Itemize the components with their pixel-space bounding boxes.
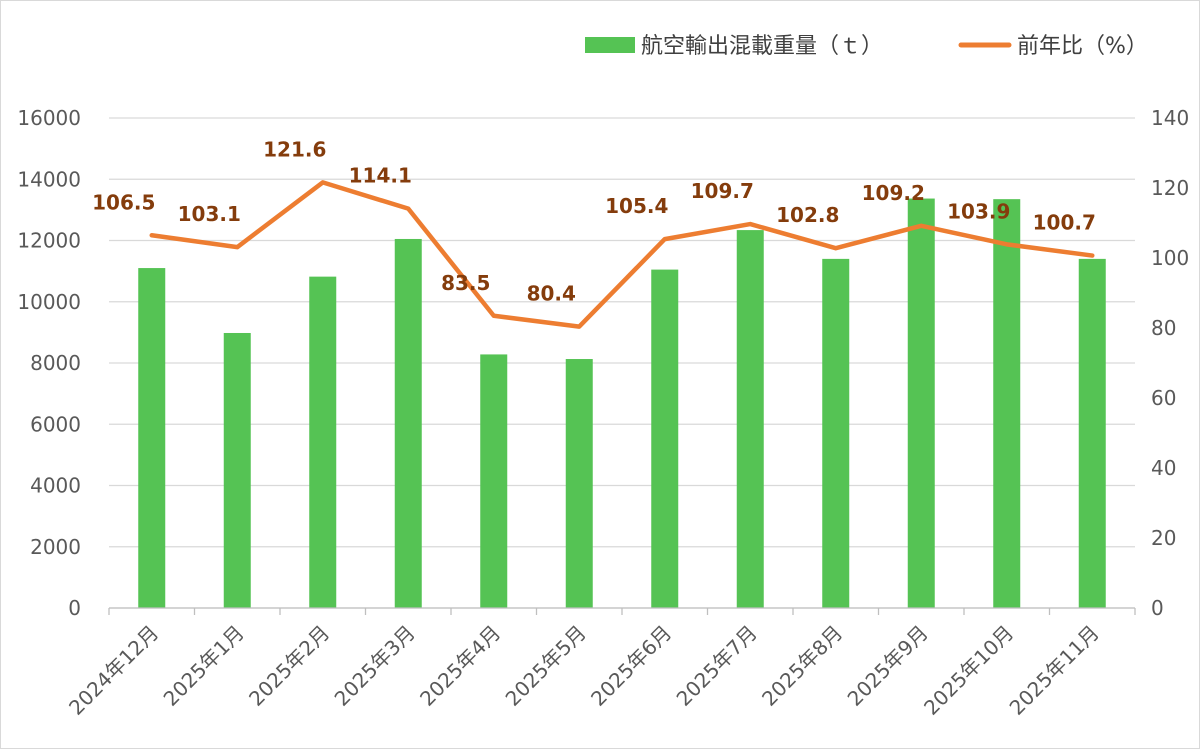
bar [309, 276, 337, 608]
x-tick-label: 2025年4月 [415, 621, 505, 711]
data-label: 102.8 [776, 203, 839, 227]
x-tick-label: 2025年11月 [1005, 621, 1104, 720]
data-label: 80.4 [527, 282, 576, 306]
bar [993, 199, 1021, 608]
data-label: 105.4 [605, 194, 668, 218]
bar [1078, 258, 1106, 608]
y-left-tick-label: 10000 [17, 290, 81, 314]
x-axis: 2024年12月2025年1月2025年2月2025年3月2025年4月2025… [64, 607, 1136, 720]
y-right-tick-label: 40 [1151, 456, 1176, 480]
y-left-tick-label: 14000 [17, 167, 81, 191]
gridlines [109, 117, 1135, 609]
y-left-tick-label: 16000 [17, 106, 81, 130]
x-tick-label: 2025年8月 [757, 621, 847, 711]
bar [394, 238, 422, 608]
bar [480, 354, 508, 608]
x-tick-label: 2025年3月 [330, 621, 420, 711]
data-label: 103.1 [178, 202, 241, 226]
x-tick-label: 2025年5月 [501, 621, 591, 711]
legend-swatch-bar [585, 37, 635, 53]
x-tick-label: 2025年1月 [159, 621, 249, 711]
legend-label-line: 前年比（%） [1017, 34, 1148, 59]
y-left-tick-label: 8000 [30, 351, 81, 375]
data-label: 109.2 [862, 181, 925, 205]
data-label: 83.5 [441, 271, 490, 295]
bar [736, 230, 764, 608]
y-left-tick-label: 2000 [30, 535, 81, 559]
bar [565, 359, 593, 608]
y-right-tick-label: 120 [1151, 176, 1189, 200]
x-tick-label: 2025年6月 [586, 621, 676, 711]
x-tick-label: 2025年2月 [244, 621, 334, 711]
y-left-tick-label: 4000 [30, 474, 81, 498]
data-labels: 106.5 103.1 121.6 114.1 83.5 80.4 105.4 109.7 10… [92, 137, 1096, 305]
bar [651, 269, 679, 608]
y-axis-right: 0 20 40 60 80 100 120 140 [1151, 106, 1189, 620]
data-label: 106.5 [92, 190, 155, 214]
series-line [149, 180, 1095, 329]
line-series [149, 180, 1095, 329]
y-axis-left: 0 2000 4000 6000 8000 10000 12000 14000 16000 [17, 106, 81, 620]
y-right-tick-label: 60 [1151, 386, 1176, 410]
x-tick-label: 2025年9月 [843, 621, 933, 711]
x-tick-label: 2025年7月 [672, 621, 762, 711]
y-right-tick-label: 80 [1151, 316, 1176, 340]
x-tick-label: 2025年10月 [919, 621, 1018, 720]
bar-series [138, 198, 1106, 608]
bar [907, 198, 935, 608]
y-left-tick-label: 0 [68, 596, 81, 620]
bar [138, 268, 166, 608]
bar [223, 332, 251, 608]
legend-label-bar: 航空輸出混載重量（ｔ） [641, 34, 883, 59]
legend: 航空輸出混載重量（ｔ） 前年比（%） [585, 34, 1148, 59]
data-label: 103.9 [947, 199, 1010, 223]
bar [822, 258, 850, 608]
y-left-tick-label: 6000 [30, 412, 81, 436]
data-label: 114.1 [349, 164, 412, 188]
data-label: 109.7 [691, 179, 754, 203]
data-label: 100.7 [1033, 211, 1096, 235]
y-right-tick-label: 0 [1151, 596, 1164, 620]
y-right-tick-label: 140 [1151, 106, 1189, 130]
y-right-tick-label: 20 [1151, 526, 1176, 550]
x-tick-label: 2024年12月 [64, 621, 163, 720]
y-right-tick-label: 100 [1151, 246, 1189, 270]
y-left-tick-label: 12000 [17, 229, 81, 253]
data-label: 121.6 [263, 137, 326, 161]
